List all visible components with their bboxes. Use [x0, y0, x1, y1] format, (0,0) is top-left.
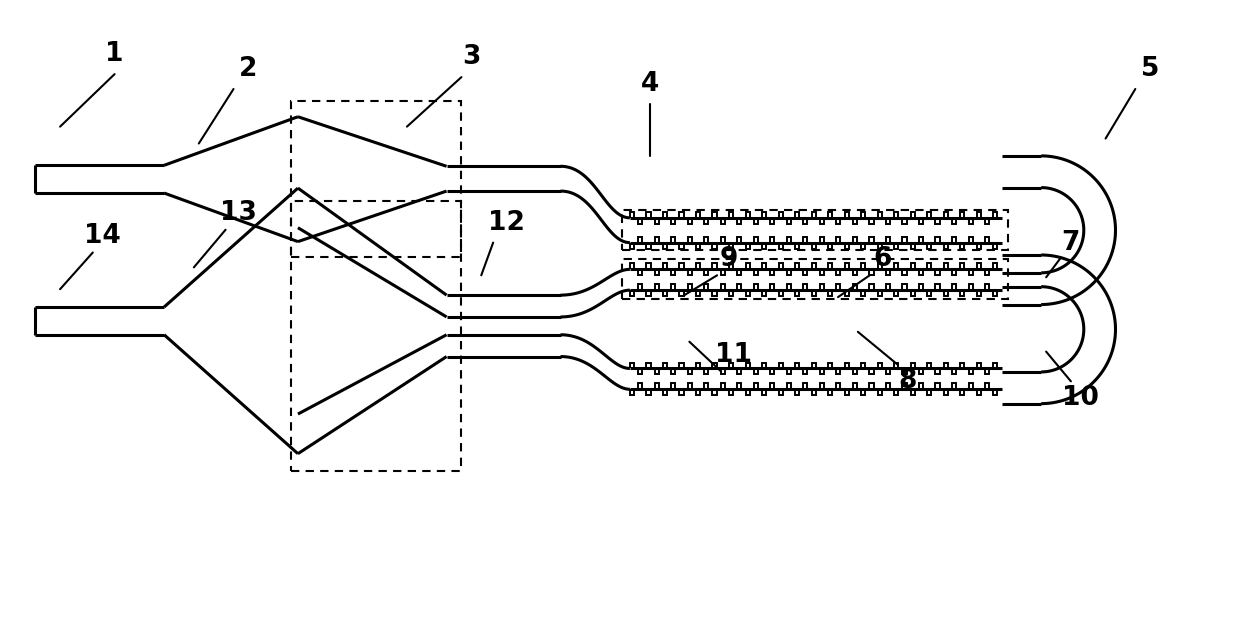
Bar: [291, 201, 461, 471]
Text: 14: 14: [84, 223, 122, 249]
Bar: [622, 210, 1008, 249]
Bar: [291, 101, 461, 257]
Text: 11: 11: [715, 342, 753, 368]
Text: 8: 8: [898, 368, 916, 394]
Text: 9: 9: [720, 246, 738, 273]
Bar: [622, 259, 1008, 299]
Text: 13: 13: [219, 200, 257, 226]
Text: 12: 12: [487, 210, 525, 236]
Text: 10: 10: [1063, 385, 1099, 411]
Text: 1: 1: [105, 41, 124, 67]
Text: 5: 5: [1141, 56, 1159, 82]
Text: 3: 3: [463, 44, 481, 70]
Text: 6: 6: [873, 246, 892, 273]
Text: 4: 4: [641, 71, 658, 97]
Text: 2: 2: [239, 56, 258, 82]
Text: 7: 7: [1061, 230, 1080, 255]
